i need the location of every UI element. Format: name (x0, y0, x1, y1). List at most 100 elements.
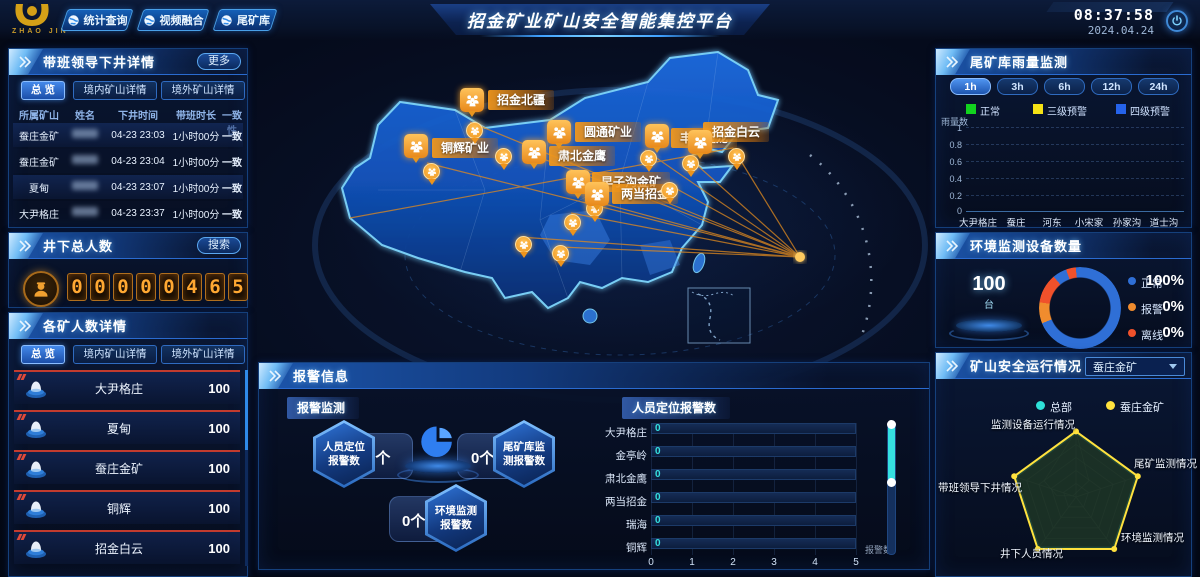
range-button-1h[interactable]: 1h (950, 78, 991, 95)
badge-label-line: 报警数 (328, 455, 360, 467)
double-arrow-icon (946, 55, 958, 68)
mine-row[interactable]: 大尹格庄 100 (14, 370, 240, 404)
map-label[interactable]: 招金北疆 (488, 90, 555, 110)
power-button[interactable] (1166, 10, 1188, 32)
cell-name-redacted (65, 207, 105, 219)
bar-category: 肃北金鹰 (605, 473, 647, 485)
double-arrow-icon (946, 359, 958, 372)
map-label[interactable]: 肃北金鹰 (549, 146, 616, 166)
y-axis-label: 雨量数 (941, 117, 969, 127)
map-label[interactable]: 铜辉矿业 (432, 138, 499, 158)
cell-status: 一致 (222, 183, 242, 195)
mine-row[interactable]: 夏甸 100 (14, 410, 240, 444)
mine-name: 蚕庄金矿 (94, 461, 143, 476)
globe-icon (67, 14, 80, 27)
platform-title: 招金矿业矿山安全智能集控平台 (467, 12, 733, 31)
chevron-down-icon (1169, 364, 1177, 373)
mine-count: 100 (208, 540, 230, 556)
cell-name-redacted (65, 181, 105, 193)
tab-domestic-mines[interactable]: 境内矿山详情 (73, 81, 157, 100)
legend-dot-hq (1036, 401, 1045, 410)
clock: 08:37:58 2024.04.24 (1074, 6, 1154, 37)
nav-button-tailings[interactable]: 尾矿库 (212, 9, 278, 31)
people-icon (644, 154, 654, 163)
badge-personnel-alarms: 人员定位 报警数 (313, 420, 375, 488)
legend-value: 0% (1162, 324, 1184, 341)
range-button-24h[interactable]: 24h (1138, 78, 1179, 95)
badge-value: 0个 (471, 450, 495, 467)
brand-text: ZHAO JIN (12, 28, 69, 35)
bar-category: 两当招金 (605, 496, 647, 508)
tab-overview[interactable]: 总 览 (21, 345, 65, 364)
range-button-12h[interactable]: 12h (1091, 78, 1132, 95)
badge-label-line: 尾矿库监 (503, 441, 545, 453)
people-icon (590, 187, 605, 201)
y-tick: 0.2 (949, 191, 962, 201)
map-marker-baiyun[interactable] (688, 130, 712, 159)
map-label[interactable]: 圆通矿业 (575, 122, 642, 142)
people-icon (427, 167, 437, 176)
list-scrollbar[interactable] (245, 370, 248, 566)
bar-chart-scrollbar[interactable] (887, 420, 896, 555)
bar-value: 0 (655, 538, 661, 549)
bar-category: 瑞海 (626, 519, 647, 531)
map-marker-zhaojin-beijiang[interactable] (460, 88, 484, 117)
mine-row[interactable]: 蚕庄金矿 100 (14, 450, 240, 484)
map-marker-subei[interactable] (522, 140, 546, 169)
mine-row[interactable]: 铜辉 100 (14, 490, 240, 524)
tab-domestic-mines[interactable]: 境内矿山详情 (73, 345, 157, 364)
map-pin (661, 182, 678, 204)
range-button-3h[interactable]: 3h (997, 78, 1038, 95)
y-tick: 0.8 (949, 140, 962, 150)
power-icon (1172, 15, 1182, 26)
col-name: 姓名 (75, 111, 95, 122)
cell-duration: 1小时00分 (172, 157, 220, 169)
nav-button-video[interactable]: 视频融合 (136, 9, 210, 31)
map-pin (564, 214, 581, 236)
people-icon (527, 145, 542, 159)
more-button[interactable]: 更多 (197, 53, 241, 70)
map-label[interactable]: 招金白云 (703, 122, 770, 142)
people-icon (499, 152, 509, 161)
bar-value: 0 (655, 469, 661, 480)
y-tick: 1 (956, 123, 962, 133)
bar-value: 0 (655, 515, 661, 526)
legend-label: 离线 (1141, 330, 1163, 342)
globe-icon (143, 14, 156, 27)
search-button[interactable]: 搜索 (197, 237, 241, 254)
mine-select-dropdown[interactable]: 蚕庄金矿 (1085, 357, 1185, 376)
mine-icon (24, 537, 48, 559)
tab-overview[interactable]: 总 览 (21, 81, 65, 100)
mine-count: 100 (208, 500, 230, 516)
mine-row[interactable]: 招金白云 100 (14, 530, 240, 564)
x-category: 蚕庄 (1006, 218, 1026, 229)
nav-button-statistics[interactable]: 统计查询 (60, 9, 134, 31)
mine-safety-panel: 矿山安全运行情况 蚕庄金矿 总部 蚕庄金矿 (935, 352, 1197, 577)
tailings-rain-panel: 尾矿库雨量监测 1h 3h 6h 12h 24h 正常 三级预警 四级预警 雨量… (935, 48, 1192, 229)
nav-label: 尾矿库 (237, 15, 270, 27)
map-marker-liangdang[interactable] (585, 182, 609, 211)
people-icon (732, 152, 742, 161)
panel-title: 井下总人数 (43, 239, 114, 254)
x-tick: 3 (771, 557, 777, 568)
people-icon (665, 186, 675, 195)
map-marker-fengning[interactable] (645, 124, 669, 153)
map-marker-tonghui[interactable] (404, 134, 428, 163)
panel-title: 尾矿库雨量监测 (970, 55, 1069, 70)
legend-label: 蚕庄金矿 (1120, 402, 1164, 414)
x-category: 道士沟 (1149, 218, 1179, 229)
col-mine: 所属矿山 (19, 111, 59, 122)
map-marker-yuantong[interactable] (547, 120, 571, 149)
clock-time: 08:37:58 (1073, 6, 1154, 24)
counter-digit: 0 (90, 273, 110, 301)
map-pin (728, 148, 745, 170)
tab-overseas-mines[interactable]: 境外矿山详情 (161, 345, 245, 364)
table-row: 蚕庄金矿 04-23 23:04 1小时00分 一致 (13, 149, 243, 173)
nav-label: 统计查询 (83, 15, 128, 27)
alarm-monitor-label: 报警监测 (287, 397, 360, 419)
range-button-6h[interactable]: 6h (1044, 78, 1085, 95)
cell-status: 一致 (222, 131, 242, 143)
x-tick: 4 (812, 557, 818, 568)
radar-axis-label: 尾矿监测情况 (1134, 458, 1197, 470)
tab-overseas-mines[interactable]: 境外矿山详情 (161, 81, 245, 100)
